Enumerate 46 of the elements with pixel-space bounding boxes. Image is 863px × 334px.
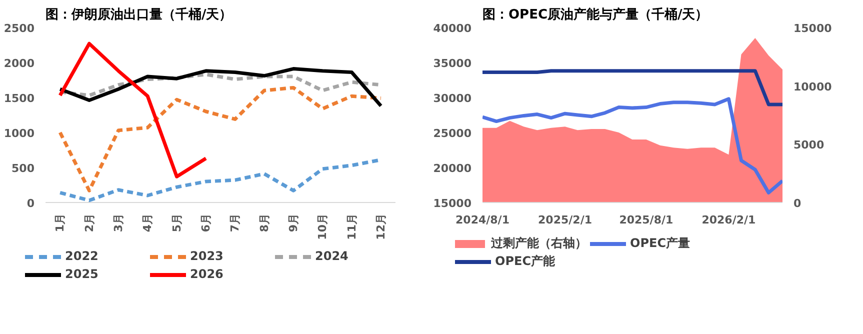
x-tick-label: 12月 [374, 213, 388, 240]
x-tick-label: 4月 [141, 214, 154, 232]
y2-tick-label: 0 [794, 197, 802, 210]
x-tick-label: 1月 [54, 214, 67, 232]
y-tick-label: 15000 [433, 197, 472, 210]
y-tick-label: 25000 [433, 127, 472, 140]
x-tick-label: 2026/2/1 [702, 214, 756, 226]
y-tick-label: 40000 [433, 22, 472, 35]
y2-tick-label: 10000 [794, 80, 832, 94]
legend-label: 过剩产能（右轴） [491, 236, 587, 250]
line-series [58, 86, 383, 192]
legend-label: 2024 [315, 249, 348, 263]
y2-tick-label: 5000 [794, 138, 824, 152]
legend-label: 2023 [190, 249, 224, 263]
y-tick-label: 1000 [4, 127, 35, 140]
legend-label: 2025 [65, 267, 98, 281]
x-tick-label: 7月 [228, 214, 242, 232]
line-series [58, 42, 208, 178]
x-tick-label: 2月 [82, 214, 96, 232]
x-tick-label: 9月 [286, 214, 300, 232]
legend-label: 2022 [65, 249, 98, 263]
x-tick-label: 8月 [258, 214, 271, 232]
x-tick-label: 3月 [112, 214, 125, 232]
line-series [58, 67, 383, 108]
x-tick-label: 6月 [199, 214, 212, 232]
x-tick-label: 2024/8/1 [456, 214, 510, 226]
y-tick-label: 2500 [4, 22, 35, 35]
y-tick-label: 500 [12, 162, 35, 175]
y-tick-label: 0 [26, 197, 35, 210]
x-tick-label: 10月 [316, 213, 330, 240]
line-series [482, 97, 782, 194]
legend-label: OPEC产能 [495, 254, 555, 268]
x-tick-label: 2025/2/1 [538, 214, 592, 226]
legend-label: OPEC产量 [630, 236, 690, 250]
y-tick-label: 2000 [4, 57, 35, 70]
y-tick-label: 35000 [433, 57, 472, 70]
chart-title: 图：伊朗原油出口量（千桶/天） [46, 6, 232, 22]
x-tick-label: 2025/8/1 [619, 214, 674, 226]
y-tick-label: 30000 [433, 92, 472, 105]
x-tick-label: 11月 [345, 213, 358, 240]
y-tick-label: 20000 [433, 162, 472, 175]
y-tick-label: 1500 [4, 92, 35, 105]
legend-label: 2026 [190, 267, 224, 281]
y2-tick-label: 15000 [794, 22, 832, 35]
x-tick-label: 5月 [170, 214, 184, 232]
chart-title: 图：OPEC原油产能与产量（千桶/天） [482, 6, 708, 22]
